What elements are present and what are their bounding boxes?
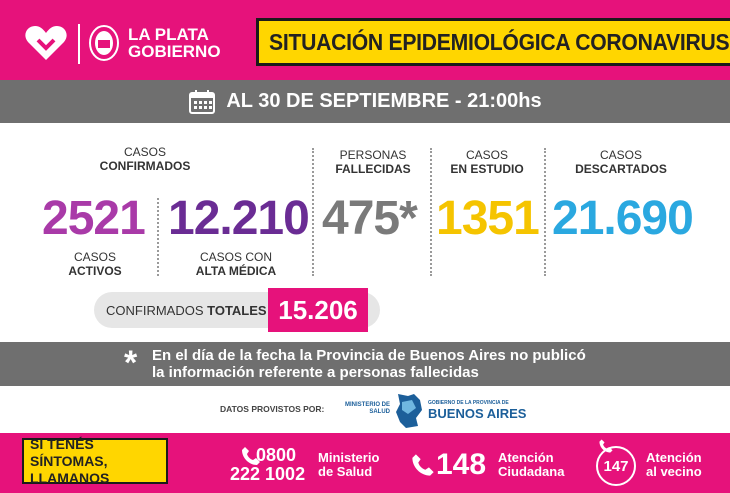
logo-line-2: GOBIERNO <box>128 42 221 61</box>
confirmed-label: CASOS CONFIRMADOS <box>80 145 210 173</box>
calendar-icon <box>189 89 216 114</box>
discharged-value: 12.210 <box>168 192 310 245</box>
phone3-label-2: al vecino <box>646 464 702 479</box>
confirmed-label-2: CONFIRMADOS <box>99 159 191 173</box>
symptoms-line-1: SI TENÉS SÍNTOMAS, <box>30 435 108 469</box>
active-label: CASOS ACTIVOS <box>50 250 140 278</box>
note-bar <box>0 342 730 386</box>
logo-divider <box>78 24 80 64</box>
totals-label: CONFIRMADOS TOTALES <box>106 303 267 318</box>
phone2-label-1: Atención <box>498 450 554 465</box>
heart-icon <box>25 26 67 60</box>
province-map-icon <box>396 394 422 428</box>
active-cases-value: 2521 <box>42 192 146 245</box>
phone1-label-1: Ministerio <box>318 450 380 465</box>
title-banner: SITUACIÓN EPIDEMIOLÓGICA CORONAVIRUS <box>256 18 730 66</box>
discharged-label-2: ALTA MÉDICA <box>195 264 277 278</box>
ministry-line-2: SALUD <box>369 409 390 415</box>
phone3-number: 147 <box>603 457 629 475</box>
seal-icon <box>89 25 119 61</box>
symptoms-line-2: LLAMANOS <box>30 469 110 486</box>
phone2-label-2: Ciudadana <box>498 464 565 479</box>
discarded-label-1: CASOS <box>599 148 642 162</box>
phone-icon <box>412 454 434 476</box>
note-text: En el día de la fecha la Provincia de Bu… <box>152 347 622 381</box>
deaths-label-1: PERSONAS <box>339 148 407 162</box>
confirmed-label-1: CASOS <box>123 145 166 159</box>
separator <box>312 148 314 276</box>
separator <box>157 198 159 276</box>
phone1-number-1: 0800 <box>256 445 297 465</box>
date-text: AL 30 DE SEPTIEMBRE - 21:00hs <box>226 90 542 112</box>
ministry-line-1: MINISTERIO DE <box>344 402 390 408</box>
source-label: DATOS PROVISTOS POR: <box>220 404 325 414</box>
discarded-label: CASOS DESCARTADOS <box>556 148 686 176</box>
logo-line-1: LA PLATA <box>128 25 209 44</box>
discarded-label-2: DESCARTADOS <box>575 162 667 176</box>
discharged-label-1: CASOS CON <box>199 250 272 264</box>
asterisk-icon: * <box>124 344 138 382</box>
symptoms-box: SI TENÉS SÍNTOMAS, LLAMANOS <box>22 435 168 486</box>
phone2-number: 148 <box>436 448 487 481</box>
study-label-1: CASOS <box>465 148 508 162</box>
totals-label-normal: CONFIRMADOS <box>106 303 204 318</box>
phone1-label-2: de Salud <box>318 464 373 479</box>
ministry-text: MINISTERIO DE SALUD <box>340 402 390 416</box>
province-big-text: BUENOS AIRES <box>428 406 527 421</box>
deaths-label: PERSONAS FALLECIDAS <box>318 148 428 176</box>
page-title: SITUACIÓN EPIDEMIOLÓGICA CORONAVIRUS <box>269 28 730 55</box>
study-label-2: EN ESTUDIO <box>450 162 524 176</box>
separator <box>430 148 432 276</box>
totals-label-bold: TOTALES <box>207 303 267 318</box>
province-small-text: GOBIERNO DE LA PROVINCIA DE <box>428 400 509 406</box>
deaths-value: 475* <box>322 192 418 245</box>
totals-value: 15.206 <box>278 294 358 325</box>
note-line-1: En el día de la fecha la Provincia de Bu… <box>152 347 586 364</box>
discarded-value: 21.690 <box>552 192 694 245</box>
active-label-2: ACTIVOS <box>68 264 122 278</box>
phone1-number-2: 222 1002 <box>230 464 306 484</box>
badge-147: 147 <box>596 446 636 486</box>
deaths-label-2: FALLECIDAS <box>335 162 411 176</box>
logo-text: LA PLATA GOBIERNO <box>128 26 221 60</box>
study-value: 1351 <box>436 192 540 245</box>
date-bar: AL 30 DE SEPTIEMBRE - 21:00hs <box>0 80 730 123</box>
separator <box>544 148 546 276</box>
phone3-label-1: Atención <box>646 450 702 465</box>
discharged-label: CASOS CON ALTA MÉDICA <box>176 250 296 278</box>
phone-icon <box>242 447 260 465</box>
note-line-2: la información referente a personas fall… <box>152 364 479 381</box>
totals-box: 15.206 <box>268 288 368 332</box>
active-label-1: CASOS <box>73 250 116 264</box>
study-label: CASOS EN ESTUDIO <box>432 148 542 176</box>
phone-icon <box>599 439 613 453</box>
